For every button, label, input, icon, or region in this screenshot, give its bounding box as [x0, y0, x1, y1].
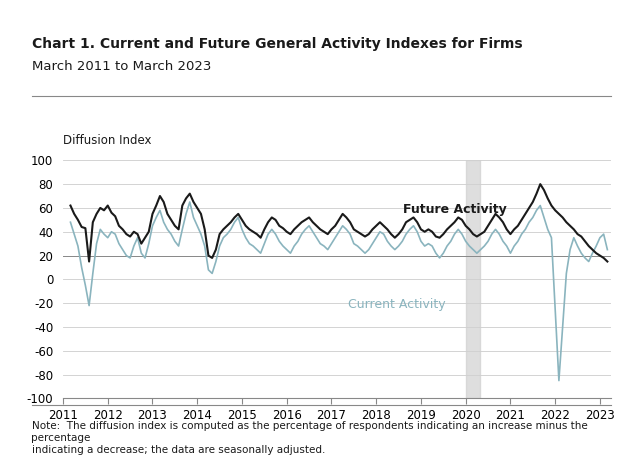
Current Activity [604, 247, 611, 252]
Current Activity [492, 227, 500, 232]
Future Activity [574, 231, 581, 237]
Text: Chart 1. Current and Future General Activity Indexes for Firms: Chart 1. Current and Future General Acti… [32, 37, 522, 51]
Current Activity [477, 247, 484, 252]
Future Activity [604, 259, 611, 264]
Text: Diffusion Index: Diffusion Index [63, 134, 151, 147]
Text: March 2011 to March 2023: March 2011 to March 2023 [32, 60, 211, 72]
Line: Future Activity: Future Activity [71, 184, 607, 262]
Future Activity [380, 223, 387, 229]
Current Activity [186, 199, 193, 205]
Future Activity [477, 231, 484, 237]
Future Activity [85, 259, 93, 264]
Future Activity [67, 203, 74, 208]
Bar [466, 160, 481, 398]
Text: Note:  The diffusion index is computed as the percentage of respondents indicati: Note: The diffusion index is computed as… [32, 421, 587, 454]
Current Activity [93, 241, 100, 246]
Current Activity [555, 378, 563, 383]
Text: Current Activity: Current Activity [348, 298, 445, 311]
Future Activity [492, 211, 500, 217]
Future Activity [71, 211, 78, 217]
Current Activity [574, 243, 581, 249]
Future Activity [537, 181, 544, 187]
Current Activity [380, 231, 387, 237]
Current Activity [67, 219, 74, 225]
Line: Current Activity: Current Activity [71, 202, 607, 381]
Text: Future Activity: Future Activity [403, 203, 507, 216]
Future Activity [96, 205, 104, 211]
Current Activity [71, 231, 78, 237]
